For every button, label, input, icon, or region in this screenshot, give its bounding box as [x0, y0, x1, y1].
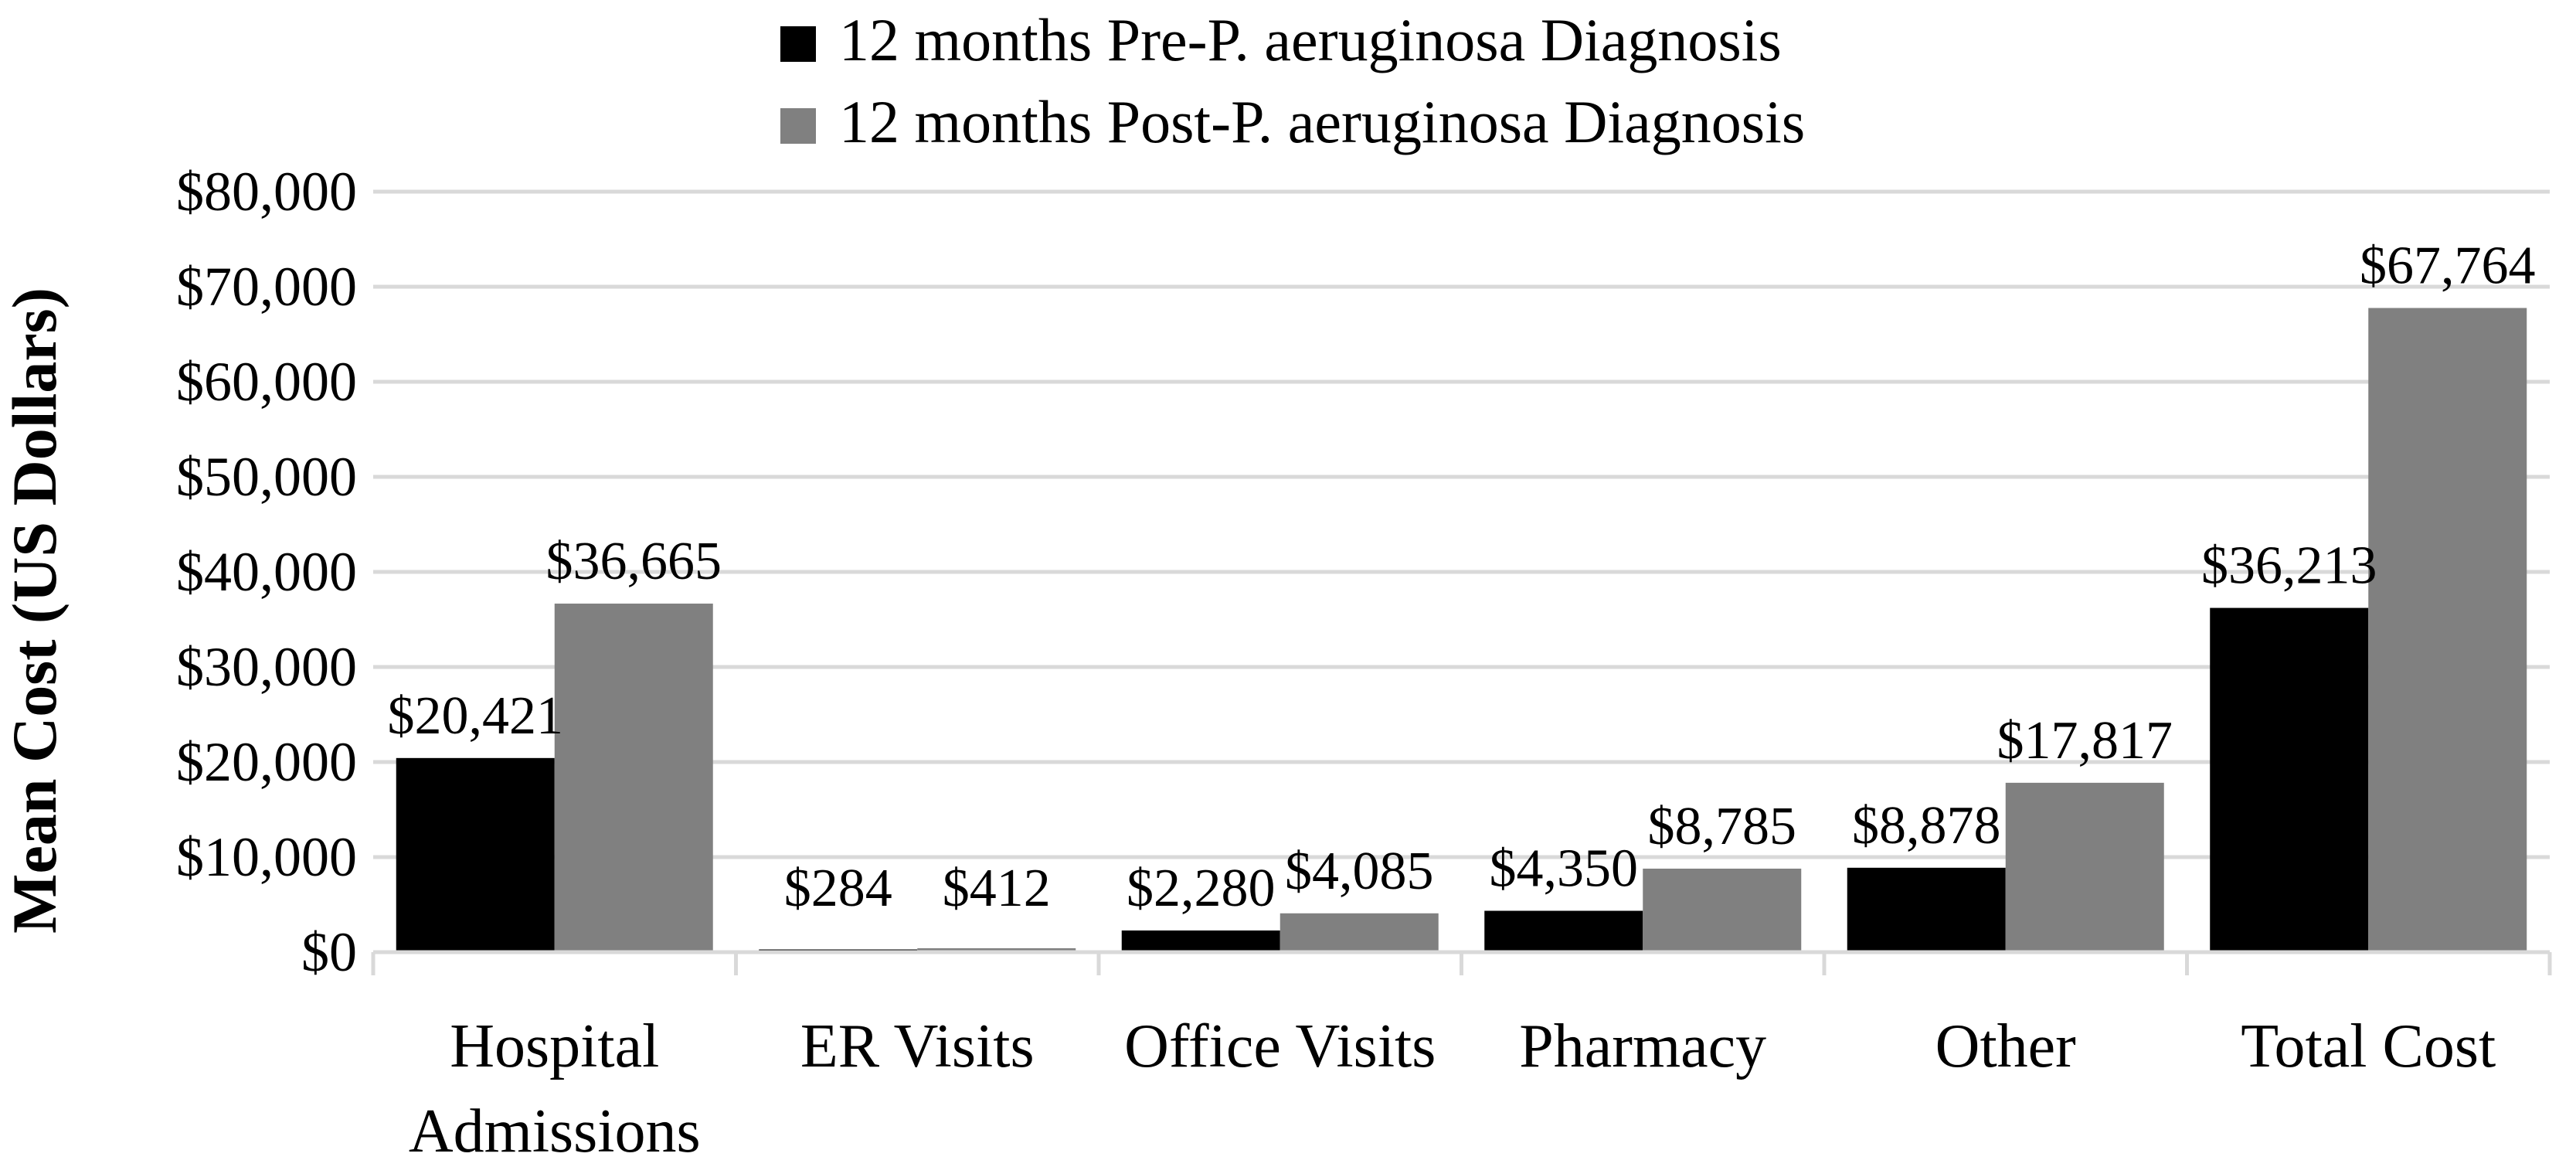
bar: [2210, 607, 2369, 952]
bar: [554, 604, 713, 952]
y-axis-title: Mean Cost (US Dollars): [0, 287, 70, 934]
data-label: $17,817: [1997, 711, 2173, 771]
category-label: Pharmacy: [1519, 1012, 1766, 1080]
bar: [2005, 782, 2164, 952]
data-label: $67,764: [2360, 236, 2536, 296]
y-tick-label: $10,000: [176, 826, 357, 888]
data-label: $36,665: [546, 532, 722, 591]
bar: [396, 757, 555, 952]
data-label: $36,213: [2201, 536, 2377, 596]
data-label: $20,421: [388, 686, 564, 746]
data-label: $8,785: [1648, 797, 1797, 856]
legend-label: 12 months Pre-P. aeruginosa Diagnosis: [839, 6, 1782, 73]
category-label: Total Cost: [2241, 1012, 2496, 1080]
y-tick-label: $30,000: [176, 636, 357, 698]
data-label: $412: [943, 859, 1051, 918]
bar: [1643, 868, 1802, 952]
y-tick-label: $60,000: [176, 351, 357, 413]
y-tick-label: $40,000: [176, 541, 357, 603]
data-label: $284: [784, 859, 892, 918]
bar: [1280, 913, 1439, 952]
y-tick-label: $20,000: [176, 731, 357, 793]
y-tick-label: $80,000: [176, 161, 357, 223]
data-label: $4,350: [1490, 839, 1639, 898]
data-label: $4,085: [1285, 842, 1434, 901]
bar: [917, 948, 1076, 952]
legend-swatch: [780, 26, 816, 62]
category-label: Hospital: [450, 1012, 659, 1080]
category-label: Other: [1935, 1012, 2076, 1080]
legend-label: 12 months Post-P. aeruginosa Diagnosis: [839, 88, 1805, 155]
bar: [1484, 910, 1643, 952]
category-label: ER Visits: [800, 1012, 1035, 1080]
category-label: Admissions: [409, 1097, 701, 1165]
legend-swatch: [780, 108, 816, 144]
bar: [1121, 930, 1280, 952]
y-tick-label: $50,000: [176, 446, 357, 508]
data-label: $2,280: [1127, 859, 1276, 918]
y-tick-label: $0: [301, 921, 357, 983]
data-label: $8,878: [1852, 796, 2001, 856]
bar: [1847, 867, 2006, 952]
bar: [2368, 308, 2527, 952]
y-tick-label: $70,000: [176, 256, 357, 318]
category-label: Office Visits: [1124, 1012, 1436, 1080]
